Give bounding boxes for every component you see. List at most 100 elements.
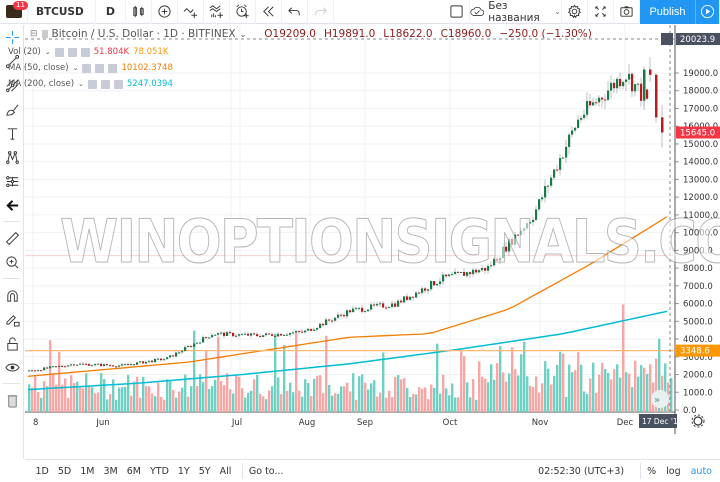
ohlc-open: O19209.0 xyxy=(264,28,316,40)
svg-text:1000.0: 1000.0 xyxy=(683,388,713,398)
close-icon[interactable] xyxy=(113,79,123,89)
camera-icon xyxy=(620,6,633,17)
range-ytd[interactable]: YTD xyxy=(149,465,169,477)
collapse-icon[interactable]: ⊟ xyxy=(30,29,38,39)
close-icon[interactable] xyxy=(108,63,118,73)
symbol-title[interactable]: Bitcoin / U.S. Dollar · 1D · BITFINEX xyxy=(51,28,236,40)
pattern-tool[interactable] xyxy=(0,145,24,169)
gear-icon[interactable] xyxy=(67,47,77,57)
indicators-button[interactable] xyxy=(178,0,204,24)
alert-button[interactable] xyxy=(230,0,256,24)
cloud-check-icon xyxy=(470,6,485,16)
range-3m[interactable]: 3M xyxy=(103,465,118,477)
unlock-tool[interactable] xyxy=(0,331,24,355)
price-chart[interactable]: 19000.018000.017000.016000.015000.014000… xyxy=(25,25,720,434)
publish-menu-button[interactable] xyxy=(695,0,720,24)
prediction-tool[interactable] xyxy=(0,169,24,193)
eye-icon[interactable] xyxy=(54,47,64,57)
magnet-tool[interactable] xyxy=(0,283,24,307)
brush-tool[interactable] xyxy=(0,97,24,121)
eye-icon[interactable] xyxy=(82,63,92,73)
range-all[interactable]: All xyxy=(219,465,232,477)
chevron-down-icon: ⌄ xyxy=(554,7,561,16)
fullscreen-button[interactable] xyxy=(588,0,614,24)
clock[interactable]: 02:52:30 (UTC+3) xyxy=(538,465,625,477)
indicator-name: MA (200, close) xyxy=(8,79,75,89)
layout-select-button[interactable] xyxy=(444,0,470,24)
svg-text:Sep: Sep xyxy=(357,418,373,428)
indicator-ma50[interactable]: MA (50, close) ⌄ 10102.3748 xyxy=(8,63,173,73)
redo-button[interactable] xyxy=(308,0,334,24)
top-toolbar: 11 BTCUSD D Без названия ⌄ xyxy=(0,0,720,24)
save-layout-button[interactable]: Без названия ⌄ xyxy=(470,0,562,24)
chevron-down-icon[interactable]: ⌄ xyxy=(239,29,247,39)
text-tool[interactable] xyxy=(0,121,24,145)
prediction-icon xyxy=(5,175,18,187)
zoom-tool[interactable] xyxy=(0,250,24,274)
svg-text:14000.0: 14000.0 xyxy=(683,158,718,168)
svg-text:0.0: 0.0 xyxy=(683,406,697,416)
svg-text:3348.6: 3348.6 xyxy=(680,347,710,357)
user-menu-button[interactable]: 11 xyxy=(0,0,28,24)
divider xyxy=(3,221,20,222)
financials-button[interactable] xyxy=(204,0,230,24)
replay-button[interactable] xyxy=(256,0,282,24)
flag-icon xyxy=(41,30,48,38)
indicator-volume[interactable]: Vol (20) ⌄ 51.804K 78.051K xyxy=(8,47,169,57)
svg-text:3000.0: 3000.0 xyxy=(683,353,713,363)
trendline-tool[interactable] xyxy=(0,49,24,73)
log-toggle[interactable]: log xyxy=(666,465,681,477)
range-1y[interactable]: 1Y xyxy=(177,465,190,477)
back-tool[interactable] xyxy=(0,193,24,217)
hide-drawings-tool[interactable] xyxy=(0,355,24,379)
eye-icon[interactable] xyxy=(87,79,97,89)
eye-icon xyxy=(4,363,20,371)
compare-button[interactable] xyxy=(152,0,178,24)
indicator-name: Vol (20) xyxy=(8,47,41,57)
svg-text:20023.9: 20023.9 xyxy=(680,35,715,45)
indicator-ma200[interactable]: MA (200, close) ⌄ 5247.0394 xyxy=(8,79,173,89)
remove-drawings-tool[interactable] xyxy=(0,388,24,412)
crosshair-tool[interactable] xyxy=(0,25,24,49)
chart-type-button[interactable] xyxy=(126,0,152,24)
divider xyxy=(3,278,20,279)
brush-icon xyxy=(5,104,18,116)
trendline-icon xyxy=(5,54,19,68)
interval-button[interactable]: D xyxy=(96,0,126,24)
snapshot-button[interactable] xyxy=(614,0,640,24)
range-6m[interactable]: 6M xyxy=(126,465,141,477)
svg-text:13000.0: 13000.0 xyxy=(683,175,718,185)
settings-button[interactable] xyxy=(562,0,588,24)
chart-pane[interactable]: 19000.018000.017000.016000.015000.014000… xyxy=(25,25,720,434)
alert-icon xyxy=(236,4,249,19)
square-icon xyxy=(450,5,463,18)
lock-drawing-icon xyxy=(5,314,20,327)
measure-tool[interactable] xyxy=(0,226,24,250)
percent-toggle[interactable]: % xyxy=(647,465,657,477)
fib-tool[interactable] xyxy=(0,73,24,97)
crosshair-icon xyxy=(5,30,19,44)
svg-text:8: 8 xyxy=(33,418,38,428)
goto-button[interactable]: Go to... xyxy=(248,465,284,477)
publish-button[interactable]: Publish xyxy=(640,0,695,24)
symbol-search-button[interactable]: BTCUSD xyxy=(28,0,96,24)
svg-text:»: » xyxy=(654,395,660,406)
undo-icon xyxy=(288,7,300,16)
svg-text:11000.0: 11000.0 xyxy=(683,211,718,221)
svg-text:15000.0: 15000.0 xyxy=(683,140,718,150)
add-compare-icon xyxy=(158,5,171,18)
bottom-toolbar: 1D 5D 1M 3M 6M YTD 1Y 5Y All Go to... 02… xyxy=(25,459,720,482)
range-1d[interactable]: 1D xyxy=(35,465,49,477)
range-1m[interactable]: 1M xyxy=(80,465,95,477)
close-icon[interactable] xyxy=(80,47,90,57)
gear-icon[interactable] xyxy=(100,79,110,89)
range-5d[interactable]: 5D xyxy=(57,465,72,477)
svg-text:Nov: Nov xyxy=(532,418,549,428)
gear-icon[interactable] xyxy=(95,63,105,73)
ohlc-close: C18960.0 xyxy=(440,28,492,40)
range-5y[interactable]: 5Y xyxy=(198,465,211,477)
undo-button[interactable] xyxy=(282,0,308,24)
ohlc-change: −250.0 (−1.30%) xyxy=(499,28,592,40)
lock-drawings-tool[interactable] xyxy=(0,307,24,331)
auto-toggle[interactable]: auto xyxy=(690,465,712,477)
